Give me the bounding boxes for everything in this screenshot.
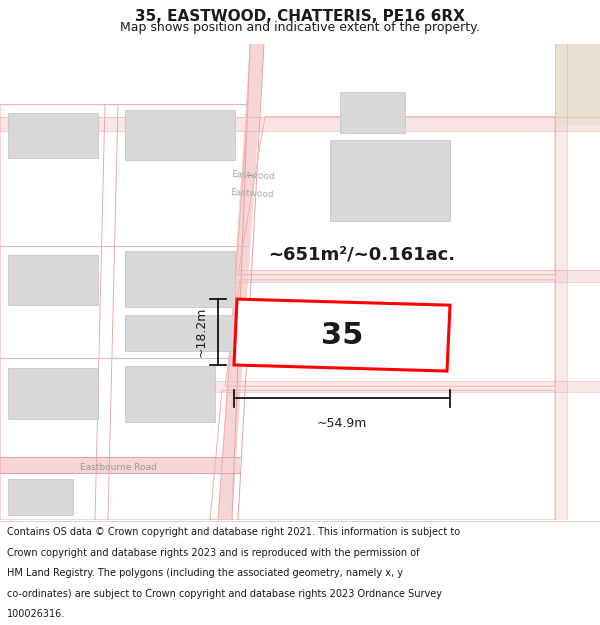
Bar <box>8 254 98 305</box>
Bar <box>0 457 240 473</box>
Text: Eastbourne Road: Eastbourne Road <box>80 462 157 472</box>
Bar <box>8 479 73 515</box>
Text: Contains OS data © Crown copyright and database right 2021. This information is : Contains OS data © Crown copyright and d… <box>7 528 460 538</box>
Bar <box>0 44 110 520</box>
Bar <box>555 44 567 520</box>
Text: co-ordinates) are subject to Crown copyright and database rights 2023 Ordnance S: co-ordinates) are subject to Crown copyr… <box>7 589 442 599</box>
Text: ~18.2m: ~18.2m <box>195 307 208 358</box>
Polygon shape <box>218 44 264 520</box>
Bar <box>555 44 600 125</box>
Text: Eastwood: Eastwood <box>231 170 275 181</box>
Text: 35: 35 <box>321 321 363 349</box>
Bar <box>125 109 235 160</box>
Bar <box>8 112 98 158</box>
Bar <box>330 140 450 221</box>
Text: Eastwood: Eastwood <box>230 188 274 199</box>
Text: Crown copyright and database rights 2023 and is reproduced with the permission o: Crown copyright and database rights 2023… <box>7 548 420 558</box>
Text: ~54.9m: ~54.9m <box>317 417 367 429</box>
Text: 35, EASTWOOD, CHATTERIS, PE16 6RX: 35, EASTWOOD, CHATTERIS, PE16 6RX <box>135 9 465 24</box>
Polygon shape <box>234 299 450 371</box>
Bar <box>8 368 98 419</box>
Text: 100026316.: 100026316. <box>7 609 65 619</box>
Bar <box>125 316 235 351</box>
Text: #888888: #888888 <box>247 175 253 176</box>
Bar <box>0 117 600 131</box>
Text: HM Land Registry. The polygons (including the associated geometry, namely x, y: HM Land Registry. The polygons (includin… <box>7 568 403 578</box>
Text: Map shows position and indicative extent of the property.: Map shows position and indicative extent… <box>120 21 480 34</box>
Bar <box>340 92 405 133</box>
Bar <box>125 366 215 422</box>
Text: ~651m²/~0.161ac.: ~651m²/~0.161ac. <box>268 245 455 263</box>
Bar <box>230 270 600 282</box>
Bar <box>215 381 600 392</box>
Bar <box>125 251 235 308</box>
